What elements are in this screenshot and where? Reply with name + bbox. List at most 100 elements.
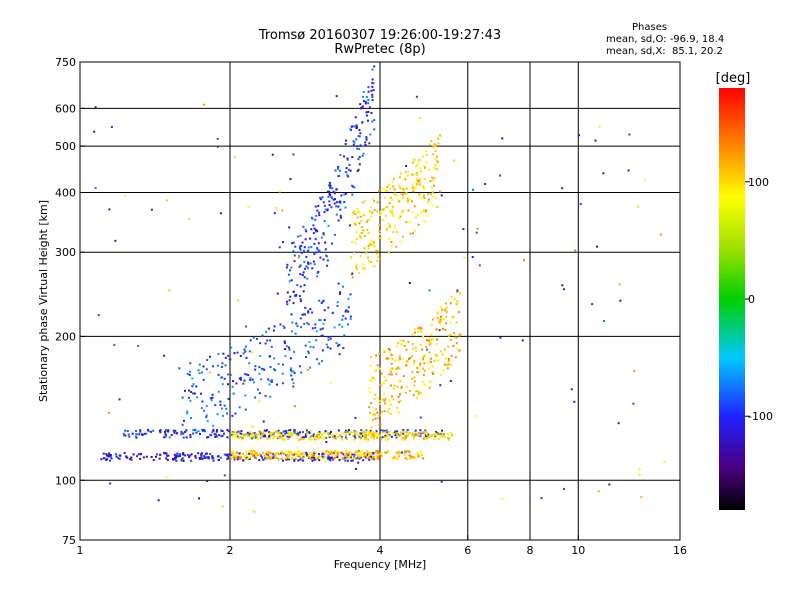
echo-point	[369, 391, 372, 394]
echo-point	[237, 456, 239, 459]
echo-point	[363, 434, 366, 437]
echo-point	[261, 334, 264, 337]
echo-point	[416, 182, 418, 185]
echo-point	[403, 437, 406, 440]
echo-point	[421, 348, 424, 351]
echo-point	[434, 353, 437, 356]
echo-point	[197, 452, 200, 455]
echo-point	[413, 360, 416, 363]
echo-point	[292, 382, 295, 385]
echo-point	[273, 357, 276, 360]
echo-point	[408, 282, 411, 284]
echo-point	[608, 483, 611, 486]
echo-point	[386, 357, 389, 360]
echo-point	[260, 430, 263, 433]
echo-point	[306, 322, 309, 325]
echo-point	[358, 456, 361, 459]
echo-point	[206, 436, 209, 439]
echo-point	[250, 451, 253, 454]
echo-point	[420, 391, 423, 394]
echo-point	[417, 327, 420, 330]
echo-point	[417, 161, 420, 164]
echo-point	[406, 363, 409, 366]
echo-point	[333, 202, 336, 205]
echo-point	[301, 436, 304, 439]
echo-point	[402, 189, 405, 192]
echo-point	[354, 417, 357, 419]
echo-point	[436, 338, 439, 341]
echo-point	[351, 276, 354, 279]
echo-point	[346, 157, 349, 160]
echo-point	[286, 453, 289, 456]
echo-point	[351, 435, 354, 437]
echo-point	[282, 325, 285, 328]
echo-point	[282, 459, 284, 462]
echo-point	[269, 339, 272, 342]
echo-point	[375, 354, 378, 357]
echo-point	[345, 450, 348, 452]
echo-point	[447, 438, 450, 441]
echo-point	[372, 240, 375, 243]
echo-point	[383, 208, 386, 211]
echo-point	[335, 205, 338, 208]
echo-point	[318, 249, 321, 252]
echo-point	[434, 158, 437, 160]
echo-point	[226, 429, 229, 431]
echo-point	[406, 197, 409, 200]
echo-point	[265, 453, 268, 456]
echo-point	[251, 378, 254, 381]
x-axis-label: Frequency [MHz]	[334, 558, 426, 571]
echo-point	[393, 192, 396, 195]
echo-point	[383, 392, 385, 395]
echo-point	[274, 457, 276, 460]
echo-point	[359, 437, 362, 440]
echo-point	[364, 432, 367, 435]
echo-point	[212, 456, 214, 459]
echo-point	[360, 456, 363, 459]
echo-point	[124, 194, 127, 197]
echo-point	[355, 263, 358, 266]
echo-point	[130, 458, 133, 461]
echo-point	[225, 453, 227, 456]
echo-point	[338, 169, 341, 172]
echo-point	[249, 376, 252, 379]
echo-point	[383, 197, 386, 200]
echo-point	[343, 201, 346, 203]
echo-point	[406, 434, 409, 437]
echo-point	[262, 435, 265, 438]
echo-point	[390, 370, 393, 373]
echo-point	[420, 450, 422, 453]
echo-point	[440, 328, 443, 331]
echo-point	[292, 302, 295, 305]
echo-point	[135, 433, 138, 436]
echo-point	[302, 431, 304, 433]
echo-point	[627, 169, 630, 172]
echo-point	[180, 430, 183, 433]
echo-point	[440, 315, 442, 318]
echo-point	[351, 241, 354, 244]
echo-point	[331, 187, 334, 190]
echo-point	[451, 434, 454, 437]
echo-point	[439, 435, 442, 438]
echo-point	[439, 322, 442, 325]
echo-point	[366, 220, 368, 223]
echo-point	[371, 434, 374, 437]
echo-point	[372, 433, 375, 436]
echo-point	[318, 211, 321, 214]
echo-point	[433, 184, 435, 187]
echo-point	[309, 308, 312, 311]
echo-point	[365, 138, 368, 141]
echo-point	[275, 456, 278, 459]
echo-point	[415, 178, 418, 181]
echo-point	[412, 232, 414, 235]
echo-point	[287, 429, 290, 432]
echo-point	[269, 432, 272, 435]
echo-point	[342, 314, 345, 317]
echo-point	[311, 453, 314, 456]
echo-point	[297, 454, 300, 457]
echo-point	[102, 452, 105, 455]
echo-point	[474, 415, 477, 418]
echo-point	[330, 430, 332, 433]
echo-point	[367, 110, 370, 113]
echo-point	[329, 452, 332, 455]
